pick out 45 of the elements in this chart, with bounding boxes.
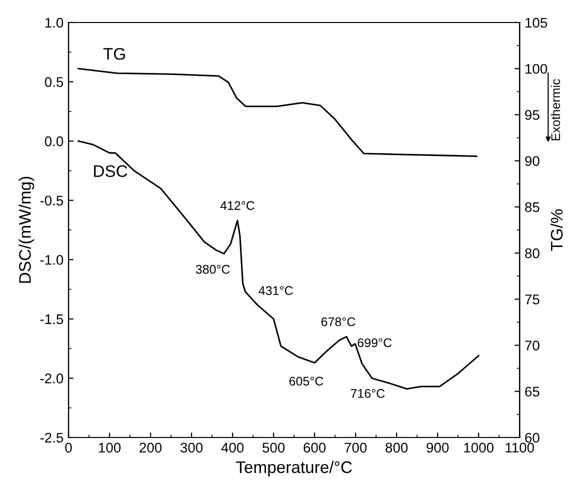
y-tick-label: -1.5 xyxy=(40,314,64,324)
y-tick-label: -1.0 xyxy=(40,254,64,265)
x-tick-label: 800 xyxy=(386,442,408,453)
annotation: 412°C xyxy=(220,201,254,210)
x-tick-label: 700 xyxy=(344,442,367,453)
line-series xyxy=(78,68,478,157)
x-tick-label: 1000 xyxy=(464,442,494,453)
y-tick-label: 1.0 xyxy=(45,18,64,28)
y-tick-label: 0.5 xyxy=(44,77,64,87)
y2-tick-label: 90 xyxy=(525,156,540,166)
y2-tick-label: 105 xyxy=(526,18,548,28)
annotation: 380°C xyxy=(196,264,230,274)
x-tick-label: 100 xyxy=(99,442,121,453)
annotation: 605°C xyxy=(289,376,324,386)
y-tick-label: -0.5 xyxy=(40,196,64,206)
x-tick-label: 500 xyxy=(262,442,285,453)
series-label: DSC xyxy=(94,165,128,178)
text: Exothermic xyxy=(550,79,560,140)
x-tick-label: 300 xyxy=(180,442,203,453)
y-tick-label: -2.5 xyxy=(40,432,64,443)
y2-tick-label: 60 xyxy=(525,432,540,443)
annotation: 699°C xyxy=(358,338,392,348)
annotation: 678°C xyxy=(321,317,356,326)
x-tick-label: 600 xyxy=(304,442,326,453)
x-tick-label: 900 xyxy=(426,442,449,453)
x-tick-label: 0 xyxy=(65,442,72,453)
y2-tick-label: 95 xyxy=(525,110,540,120)
x-axis-title: Temperature/°C xyxy=(236,460,352,476)
x-tick-label: 1100 xyxy=(506,442,534,453)
y2-tick-label: 100 xyxy=(526,64,548,74)
y-tick-label: -2.0 xyxy=(40,374,64,384)
y-axis-title: DSC/(mW/mg) xyxy=(18,176,34,283)
annotation: 716°C xyxy=(350,389,385,398)
y-tick-label: 0.0 xyxy=(44,136,64,146)
y2-tick-label: 70 xyxy=(525,340,540,350)
series-label: TG xyxy=(103,48,125,60)
y2-tick-label: 85 xyxy=(525,202,540,212)
y2-tick-label: 80 xyxy=(525,248,540,258)
annotation: 431°C xyxy=(258,286,293,296)
y2-tick-label: 75 xyxy=(525,294,540,304)
y2-tick-label: 65 xyxy=(525,386,540,397)
line-series xyxy=(78,140,480,390)
x-tick-label: 400 xyxy=(221,442,244,453)
x-tick-label: 200 xyxy=(140,442,162,453)
y2-axis-title: TG/% xyxy=(550,209,563,251)
